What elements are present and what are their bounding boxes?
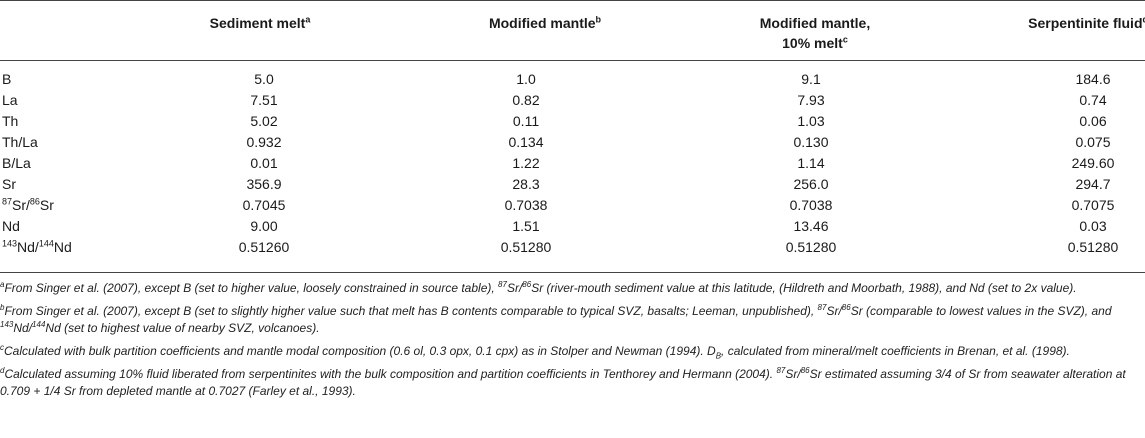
cell-serpentinite-fluid: 184.6 bbox=[1075, 71, 1111, 87]
cell-serpentinite-fluid: 0.74 bbox=[1079, 92, 1107, 108]
cell-modified-mantle-10-melt: 0.7038 bbox=[789, 197, 833, 213]
row-label: La bbox=[2, 92, 18, 108]
footnote-c: cCalculated with bulk partition coeffici… bbox=[0, 343, 1070, 361]
cell-sediment-melt: 5.0 bbox=[254, 71, 274, 87]
cell-serpentinite-fluid: 0.03 bbox=[1079, 218, 1107, 234]
footnote-b: bFrom Singer et al. (2007), except B (se… bbox=[0, 303, 1112, 336]
table-header-rule bbox=[0, 60, 1145, 61]
table-row: B 5.0 1.0 9.1 184.6 bbox=[0, 69, 1145, 90]
cell-modified-mantle: 1.22 bbox=[512, 155, 540, 171]
cell-modified-mantle: 0.51280 bbox=[500, 239, 552, 255]
table-footnotes: aFrom Singer et al. (2007), except B (se… bbox=[0, 280, 1140, 406]
cell-modified-mantle-10-melt: 13.46 bbox=[793, 218, 829, 234]
header-modified-mantle: Modified mantleb bbox=[488, 14, 602, 31]
table-row: B/La 0.01 1.22 1.14 249.60 bbox=[0, 153, 1145, 174]
table-row: Th 5.02 0.11 1.03 0.06 bbox=[0, 111, 1145, 132]
cell-modified-mantle-10-melt: 1.03 bbox=[797, 113, 825, 129]
table-row: Th/La 0.932 0.134 0.130 0.075 bbox=[0, 132, 1145, 153]
table-bottom-rule bbox=[0, 272, 1145, 273]
cell-sediment-melt: 9.00 bbox=[250, 218, 278, 234]
row-label: B/La bbox=[2, 155, 31, 171]
cell-sediment-melt: 356.9 bbox=[246, 176, 282, 192]
cell-serpentinite-fluid: 0.06 bbox=[1079, 113, 1107, 129]
cell-modified-mantle-10-melt: 1.14 bbox=[797, 155, 825, 171]
cell-serpentinite-fluid: 249.60 bbox=[1071, 155, 1115, 171]
cell-modified-mantle-10-melt: 9.1 bbox=[801, 71, 821, 87]
footnote-d: dCalculated assuming 10% fluid liberated… bbox=[0, 366, 1126, 399]
row-label: Th/La bbox=[2, 134, 38, 150]
cell-sediment-melt: 7.51 bbox=[250, 92, 278, 108]
row-label: 87Sr/86Sr bbox=[2, 196, 54, 213]
header-serpentinite-fluid: Serpentinite fluidd bbox=[1028, 15, 1145, 31]
table-row: Sr 356.9 28.3 256.0 294.7 bbox=[0, 174, 1145, 195]
table-top-rule bbox=[0, 0, 1145, 1]
table-row: Nd 9.00 1.51 13.46 0.03 bbox=[0, 216, 1145, 237]
cell-modified-mantle-10-melt: 256.0 bbox=[793, 176, 829, 192]
cell-serpentinite-fluid: 0.7075 bbox=[1071, 197, 1115, 213]
cell-modified-mantle: 1.0 bbox=[516, 71, 536, 87]
cell-modified-mantle: 0.134 bbox=[508, 134, 544, 150]
cell-serpentinite-fluid: 0.075 bbox=[1075, 134, 1111, 150]
row-label: 143Nd/144Nd bbox=[2, 238, 72, 255]
table-row: La 7.51 0.82 7.93 0.74 bbox=[0, 90, 1145, 111]
cell-modified-mantle: 0.7038 bbox=[504, 197, 548, 213]
cell-sediment-melt: 0.51260 bbox=[238, 239, 290, 255]
cell-modified-mantle-10-melt: 7.93 bbox=[797, 92, 825, 108]
cell-sediment-melt: 5.02 bbox=[250, 113, 278, 129]
row-label: Sr bbox=[2, 176, 16, 192]
row-label: Th bbox=[2, 113, 19, 129]
cell-sediment-melt: 0.01 bbox=[250, 155, 278, 171]
header-sediment-melt: Sediment melta bbox=[209, 14, 311, 31]
cell-modified-mantle: 1.51 bbox=[512, 218, 540, 234]
cell-serpentinite-fluid: 294.7 bbox=[1075, 176, 1111, 192]
table-row: 87Sr/86Sr 0.7045 0.7038 0.7038 0.7075 bbox=[0, 195, 1145, 216]
cell-modified-mantle: 28.3 bbox=[512, 176, 540, 192]
footnote-a: aFrom Singer et al. (2007), except B (se… bbox=[0, 280, 1077, 296]
cell-sediment-melt: 0.932 bbox=[246, 134, 282, 150]
cell-modified-mantle: 0.82 bbox=[512, 92, 540, 108]
cell-modified-mantle-10-melt: 0.51280 bbox=[785, 239, 837, 255]
row-label: B bbox=[2, 71, 12, 87]
cell-modified-mantle-10-melt: 0.130 bbox=[793, 134, 829, 150]
table-row: 143Nd/144Nd 0.51260 0.51280 0.51280 0.51280 bbox=[0, 237, 1145, 258]
header-modified-mantle-10-melt: Modified mantle, 10% meltc bbox=[759, 15, 871, 51]
cell-modified-mantle: 0.11 bbox=[512, 113, 540, 129]
row-label: Nd bbox=[2, 218, 20, 234]
cell-serpentinite-fluid: 0.51280 bbox=[1067, 239, 1119, 255]
cell-sediment-melt: 0.7045 bbox=[242, 197, 286, 213]
